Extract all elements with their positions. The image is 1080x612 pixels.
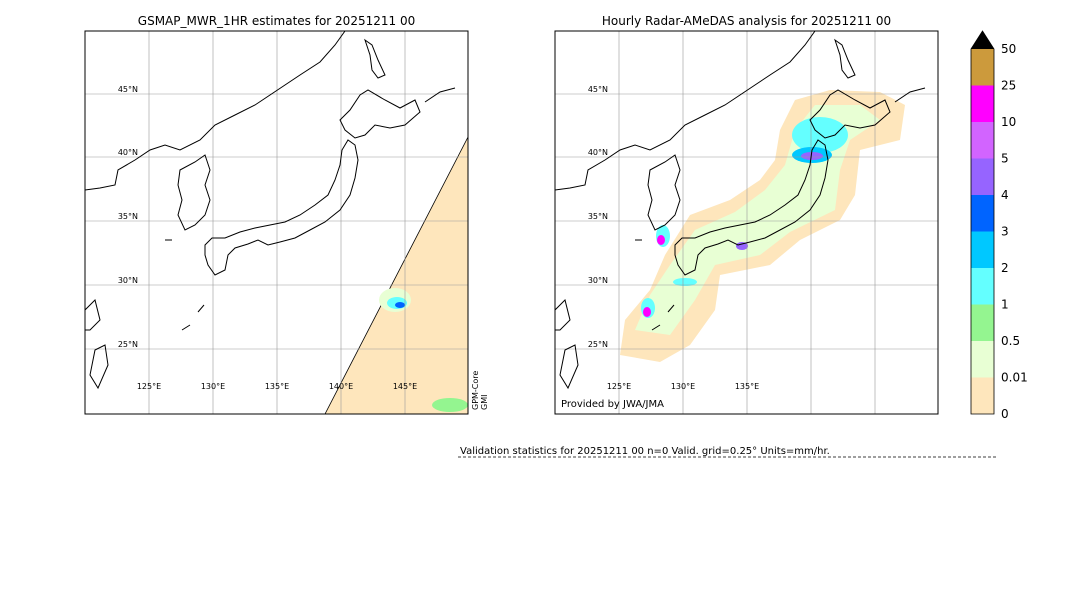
lat-label: 30°N: [588, 276, 608, 285]
rain-area: [324, 136, 468, 414]
colorbar-segment: [971, 268, 994, 305]
left-map: GSMAP_MWR_1HR estimates for 20251211 00 4…: [84, 14, 489, 415]
colorbar-label: 5: [1001, 152, 1009, 166]
colorbar-segment: [971, 49, 994, 86]
lat-label: 45°N: [588, 85, 608, 94]
colorbar-segment: [971, 377, 994, 414]
colorbar-label: 0.5: [1001, 334, 1020, 348]
lon-label: 145°E: [393, 382, 417, 391]
satellite-label: GMI: [480, 395, 489, 410]
map-title: GSMAP_MWR_1HR estimates for 20251211 00: [138, 14, 415, 28]
rain-area: [801, 152, 823, 160]
rain-area: [736, 242, 748, 250]
colorbar-segment: [971, 122, 994, 159]
colorbar-label: 10: [1001, 115, 1016, 129]
map-frame: [554, 30, 939, 415]
colorbar-label: 1: [1001, 298, 1009, 312]
map-frame: [84, 30, 469, 415]
lon-label: 140°E: [329, 382, 353, 391]
lat-label: 45°N: [118, 85, 138, 94]
lon-label: 135°E: [735, 382, 759, 391]
colorbar-label: 0: [1001, 407, 1009, 421]
rain-area: [792, 117, 848, 153]
map-content: [85, 31, 468, 414]
colorbar-segment: [971, 195, 994, 232]
rain-area: [657, 235, 665, 245]
lon-label: 130°E: [671, 382, 695, 391]
map-title: Hourly Radar-AMeDAS analysis for 2025121…: [602, 14, 891, 28]
rain-area: [673, 278, 697, 286]
colorbar-segment: [971, 158, 994, 195]
lon-label: 125°E: [137, 382, 161, 391]
colorbar-label: 3: [1001, 225, 1009, 239]
colorbar-label: 2: [1001, 261, 1009, 275]
colorbar-segment: [971, 341, 994, 378]
rain-area: [432, 398, 468, 412]
colorbar-segment: [971, 85, 994, 122]
colorbar-segment: [971, 304, 994, 341]
rain-area: [643, 307, 651, 317]
colorbar-label: 25: [1001, 79, 1016, 93]
map-content: [555, 31, 938, 414]
lat-label: 35°N: [588, 212, 608, 221]
lon-label: 135°E: [265, 382, 289, 391]
validation-text: Validation statistics for 20251211 00 n=…: [460, 446, 830, 457]
colorbar-label: 0.01: [1001, 371, 1028, 385]
lat-label: 40°N: [588, 148, 608, 157]
rain-area: [395, 302, 405, 308]
colorbar: 0 0.01 0.5 1 2 3 4 5 10 25 50: [970, 30, 1028, 421]
lat-label: 30°N: [118, 276, 138, 285]
lat-label: 25°N: [588, 340, 608, 349]
colorbar-frame: [970, 30, 995, 415]
colorbar-extend: [971, 31, 994, 49]
satellite-label: GPM-Core: [471, 371, 480, 410]
lon-label: 125°E: [607, 382, 631, 391]
lon-label: 130°E: [201, 382, 225, 391]
lat-label: 40°N: [118, 148, 138, 157]
colorbar-label: 50: [1001, 42, 1016, 56]
credit: Provided by JWA/JMA: [561, 399, 664, 410]
colorbar-label: 4: [1001, 188, 1009, 202]
right-map: Hourly Radar-AMeDAS analysis for 2025121…: [554, 14, 939, 415]
colorbar-segment: [971, 231, 994, 268]
lat-label: 35°N: [118, 212, 138, 221]
lat-label: 25°N: [118, 340, 138, 349]
